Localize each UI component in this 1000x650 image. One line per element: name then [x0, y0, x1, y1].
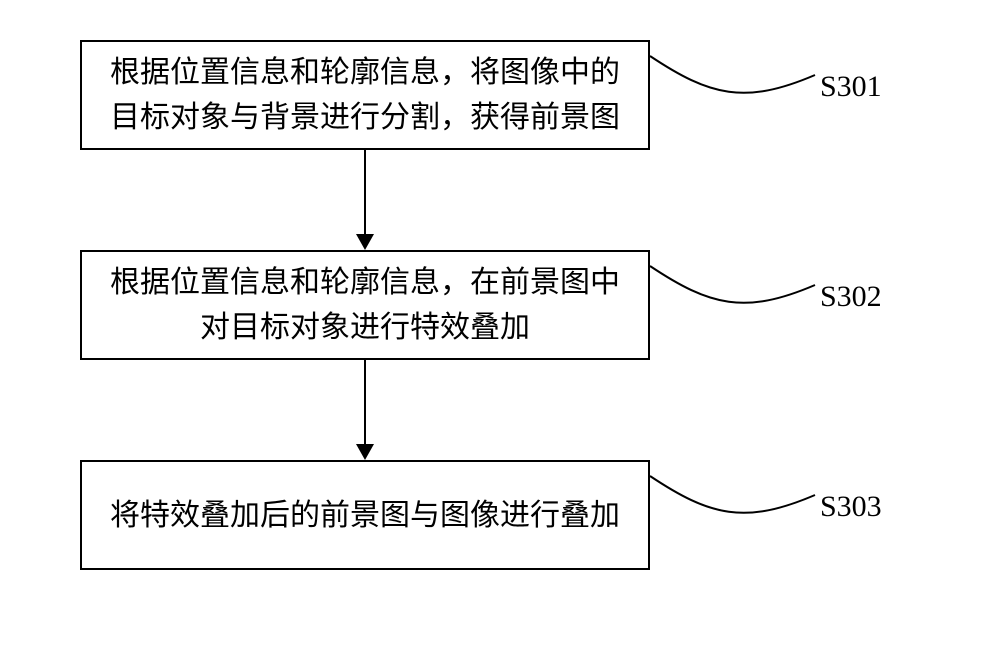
arrow-2-head	[356, 444, 374, 460]
label-connector-3	[650, 476, 815, 513]
label-connector-2	[650, 266, 815, 303]
arrow-1-head	[356, 234, 374, 250]
connectors-svg	[0, 0, 1000, 650]
label-connector-1	[650, 56, 815, 93]
